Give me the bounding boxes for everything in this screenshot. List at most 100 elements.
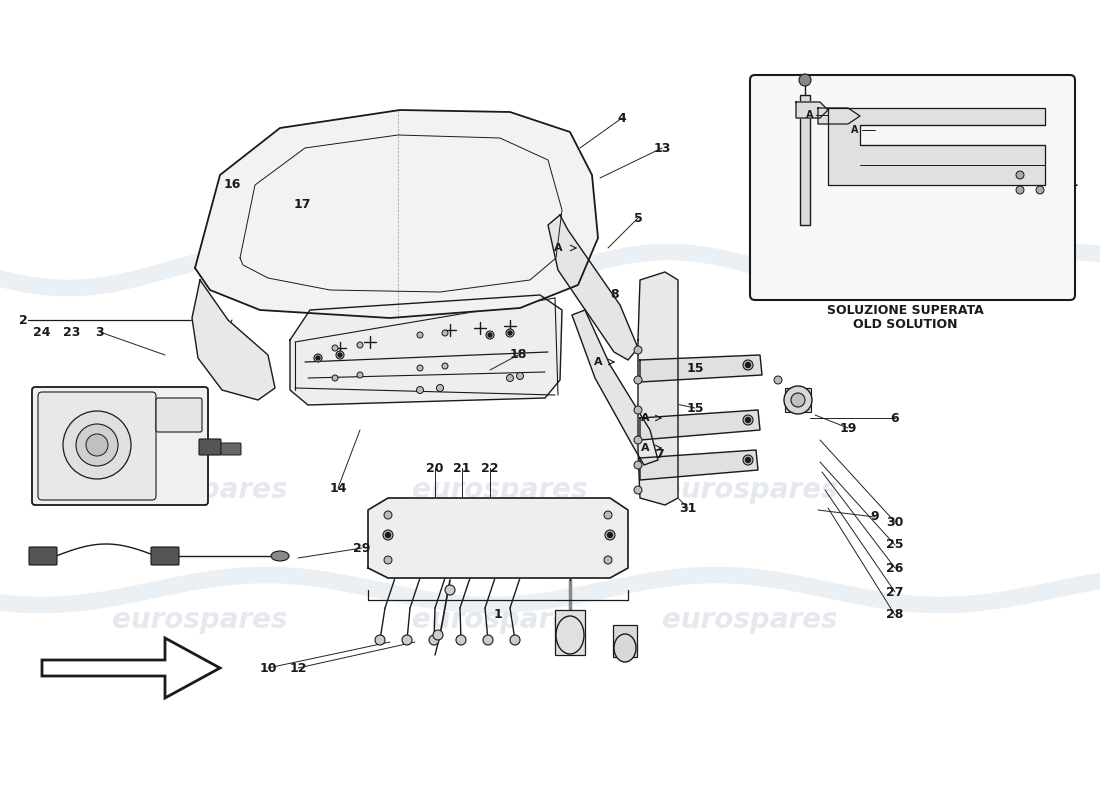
Circle shape <box>1036 186 1044 194</box>
Text: 29: 29 <box>353 542 371 554</box>
Ellipse shape <box>556 616 584 654</box>
Circle shape <box>774 376 782 384</box>
Ellipse shape <box>784 386 812 414</box>
Text: 8: 8 <box>1062 86 1070 98</box>
Text: 11: 11 <box>1062 175 1079 189</box>
FancyBboxPatch shape <box>32 387 208 505</box>
Text: OLD SOLUTION: OLD SOLUTION <box>852 318 957 331</box>
Text: 13: 13 <box>653 142 671 154</box>
Text: 21: 21 <box>453 462 471 474</box>
Circle shape <box>1016 171 1024 179</box>
Circle shape <box>604 556 612 564</box>
Polygon shape <box>548 215 638 360</box>
Circle shape <box>456 635 466 645</box>
FancyBboxPatch shape <box>39 392 156 500</box>
Text: 6: 6 <box>1062 149 1070 162</box>
Text: 9: 9 <box>1062 106 1070 118</box>
Circle shape <box>799 74 811 86</box>
Polygon shape <box>572 310 658 465</box>
Circle shape <box>433 630 443 640</box>
Circle shape <box>332 375 338 381</box>
Text: 16: 16 <box>223 178 241 191</box>
Circle shape <box>314 354 322 362</box>
Text: A: A <box>553 243 562 253</box>
Circle shape <box>634 461 642 469</box>
Text: A: A <box>806 110 814 120</box>
Text: SOLUZIONE SUPERATA: SOLUZIONE SUPERATA <box>826 303 983 317</box>
Text: eurospares: eurospares <box>412 476 587 504</box>
Circle shape <box>442 330 448 336</box>
Circle shape <box>384 511 392 519</box>
Text: 6: 6 <box>891 411 900 425</box>
Circle shape <box>607 533 613 538</box>
Circle shape <box>634 376 642 384</box>
Circle shape <box>742 415 754 425</box>
Text: 4: 4 <box>617 111 626 125</box>
Circle shape <box>316 356 320 360</box>
Circle shape <box>358 342 363 348</box>
Polygon shape <box>640 450 758 480</box>
Text: 27: 27 <box>887 586 904 598</box>
Circle shape <box>437 385 443 391</box>
Circle shape <box>742 455 754 465</box>
Text: 2: 2 <box>20 314 28 326</box>
Circle shape <box>746 458 750 462</box>
Circle shape <box>417 386 424 394</box>
Text: 18: 18 <box>509 349 527 362</box>
Text: 20: 20 <box>427 462 443 474</box>
Text: 25: 25 <box>887 538 904 551</box>
Text: 5: 5 <box>634 211 642 225</box>
Bar <box>785 388 811 412</box>
Circle shape <box>634 486 642 494</box>
Text: 3: 3 <box>96 326 104 338</box>
FancyBboxPatch shape <box>221 443 241 455</box>
Circle shape <box>446 585 455 595</box>
Text: 24: 24 <box>33 326 51 339</box>
FancyBboxPatch shape <box>156 398 202 432</box>
Circle shape <box>510 635 520 645</box>
Circle shape <box>742 360 754 370</box>
Text: eurospares: eurospares <box>112 476 288 504</box>
Polygon shape <box>828 108 1045 185</box>
Text: 30: 30 <box>887 515 904 529</box>
Ellipse shape <box>271 551 289 561</box>
Text: 9: 9 <box>871 510 879 523</box>
Circle shape <box>384 556 392 564</box>
Circle shape <box>506 374 514 382</box>
Circle shape <box>383 530 393 540</box>
Bar <box>800 95 810 225</box>
Circle shape <box>417 332 424 338</box>
Circle shape <box>746 418 750 422</box>
Text: 15: 15 <box>686 362 704 374</box>
Circle shape <box>604 511 612 519</box>
Text: 31: 31 <box>680 502 696 514</box>
Text: 10: 10 <box>260 662 277 674</box>
Circle shape <box>634 406 642 414</box>
Text: eurospares: eurospares <box>412 606 587 634</box>
Circle shape <box>486 331 494 339</box>
Text: 12: 12 <box>289 662 307 674</box>
Text: 7: 7 <box>656 449 664 462</box>
Circle shape <box>488 333 492 337</box>
Text: 14: 14 <box>329 482 346 494</box>
Circle shape <box>332 345 338 351</box>
Text: 28: 28 <box>887 609 904 622</box>
Circle shape <box>605 530 615 540</box>
Text: 1: 1 <box>494 609 503 622</box>
FancyBboxPatch shape <box>750 75 1075 300</box>
Bar <box>613 625 637 657</box>
Circle shape <box>746 362 750 367</box>
Polygon shape <box>640 410 760 440</box>
Circle shape <box>417 365 424 371</box>
Text: 8: 8 <box>610 289 619 302</box>
Polygon shape <box>195 110 598 318</box>
Circle shape <box>429 635 439 645</box>
Ellipse shape <box>614 634 636 662</box>
Text: eurospares: eurospares <box>662 606 838 634</box>
Text: 22: 22 <box>482 462 498 474</box>
Text: eurospares: eurospares <box>112 606 288 634</box>
Text: A: A <box>640 443 649 453</box>
Circle shape <box>506 329 514 337</box>
Text: A: A <box>640 413 649 423</box>
Text: eurospares: eurospares <box>662 476 838 504</box>
